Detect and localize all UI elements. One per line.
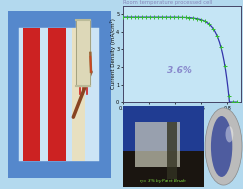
Text: $\eta$ = 3% by Paint Brush: $\eta$ = 3% by Paint Brush [139,177,188,185]
Ellipse shape [211,116,232,177]
Text: Room temperature processed cell: Room temperature processed cell [123,0,212,5]
Bar [8,11,111,178]
Bar [72,28,85,161]
Bar [17,25,102,164]
Bar [167,122,177,179]
Polygon shape [77,20,90,86]
Bar [123,106,204,150]
Bar [23,28,40,161]
Bar [48,28,66,161]
Bar [135,122,180,167]
Y-axis label: Current Density (mA/cm²): Current Density (mA/cm²) [110,19,116,89]
Ellipse shape [205,108,242,185]
Ellipse shape [226,126,233,143]
X-axis label: Voltage (V): Voltage (V) [166,112,197,117]
Text: 3.6%: 3.6% [167,66,192,75]
Bar [17,25,102,164]
